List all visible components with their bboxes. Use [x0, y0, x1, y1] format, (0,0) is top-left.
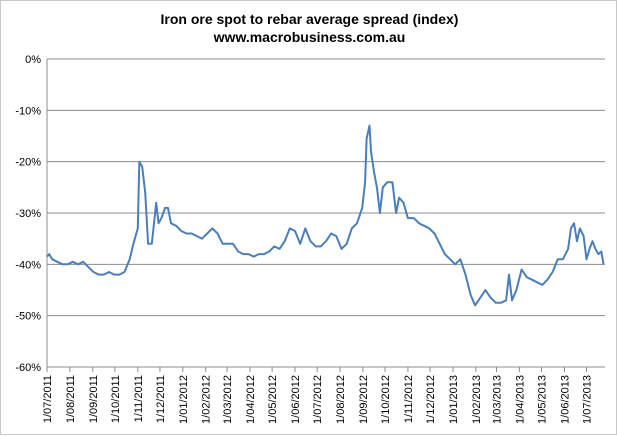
y-tick-label: -30%	[15, 208, 41, 220]
x-tick-label: 1/02/2013	[471, 375, 483, 424]
x-tick-label: 1/11/2011	[133, 375, 145, 422]
x-tick-label: 1/08/2012	[335, 375, 347, 424]
y-tick-label: -40%	[15, 259, 41, 271]
x-tick-label: 1/12/2011	[155, 375, 167, 423]
y-tick-labels: 0% -10% -20% -30% -40% -50% -60%	[15, 54, 41, 374]
series-layer	[46, 124, 605, 307]
x-tick-labels: 1/07/2011 1/08/2011 1/09/2011 1/10/2011 1/11…	[42, 375, 594, 424]
x-tick-label: 1/11/2012	[403, 375, 415, 423]
x-tick-label: 1/07/2013	[582, 375, 594, 424]
x-tick-label: 1/08/2011	[65, 375, 77, 423]
x-tick-label: 1/03/2012	[222, 375, 234, 424]
series-line	[46, 124, 605, 307]
x-tick-label: 1/02/2012	[201, 375, 213, 424]
y-tick-label: -60%	[15, 362, 41, 374]
chart-subtitle: www.macrobusiness.com.au	[213, 29, 406, 45]
x-tick-label: 1/09/2011	[88, 375, 100, 423]
x-tick-label: 1/09/2012	[358, 375, 370, 424]
x-tick-label: 1/01/2012	[178, 375, 190, 424]
x-tick-label: 1/05/2013	[537, 375, 549, 424]
x-tick-label: 1/05/2012	[267, 375, 279, 424]
axes	[46, 59, 588, 372]
x-tick-label: 1/12/2012	[425, 375, 437, 424]
x-tick-label: 1/04/2013	[514, 375, 526, 424]
y-tick-label: -20%	[15, 157, 41, 169]
x-tick-label: 1/10/2011	[110, 375, 122, 423]
x-tick-label: 1/10/2012	[380, 375, 392, 424]
y-tick-label: 0%	[25, 54, 41, 66]
x-tick-label: 1/06/2013	[559, 375, 571, 424]
x-tick-label: 1/04/2012	[245, 375, 257, 424]
x-tick-label: 1/03/2013	[492, 375, 504, 424]
x-tick-label: 1/01/2013	[448, 375, 460, 424]
y-tick-label: -10%	[15, 105, 41, 117]
x-tick-label: 1/07/2011	[42, 375, 54, 423]
x-tick-label: 1/06/2012	[290, 375, 302, 424]
x-tick-label: 1/07/2012	[312, 375, 324, 424]
gridlines	[47, 58, 605, 368]
chart-title: Iron ore spot to rebar average spread (i…	[160, 11, 459, 27]
y-tick-label: -50%	[15, 311, 41, 323]
